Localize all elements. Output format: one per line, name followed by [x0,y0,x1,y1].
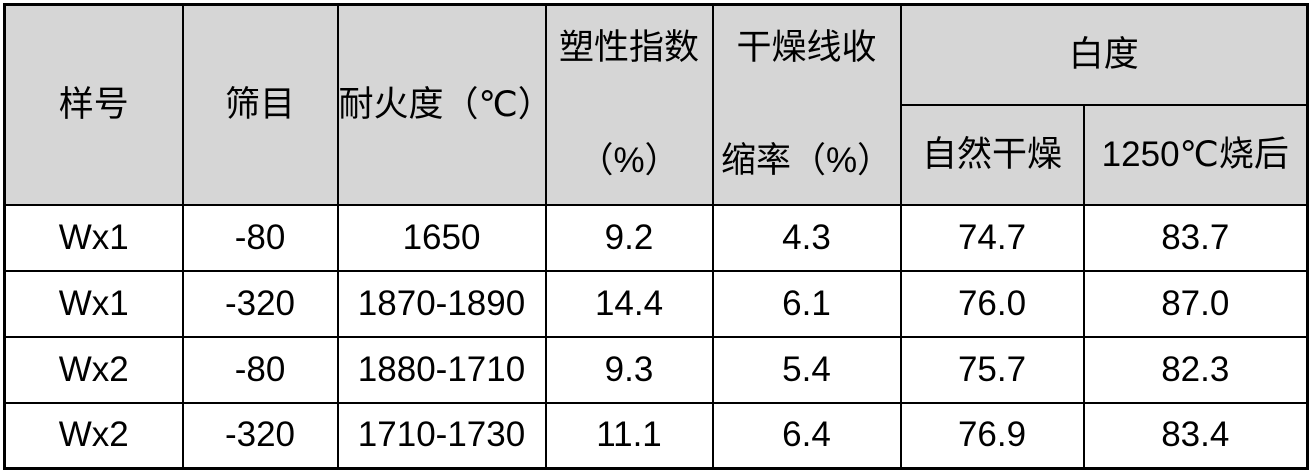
cell-whiteness-fired: 82.3 [1082,335,1309,404]
cell-whiteness-natural: 75.7 [899,335,1085,404]
cell-shrinkage: 6.4 [711,401,902,470]
shrinkage-header-line1: 干燥线收 [736,27,877,67]
cell-whiteness-fired: 83.7 [1082,203,1309,272]
table-row: Wx1 -80 1650 9.2 4.3 74.7 83.7 [3,203,1309,272]
plasticity-header-line1: 塑性指数 [558,27,699,67]
cell-mesh: -320 [181,269,339,338]
cell-whiteness-natural: 76.9 [899,401,1085,470]
cell-shrinkage: 6.1 [711,269,902,338]
plasticity-header-line2: （%） [578,141,680,181]
col-header-drying-shrinkage: 干燥线收 缩率（%） [711,3,902,206]
cell-mesh: -320 [181,401,339,470]
cell-whiteness-fired: 83.4 [1082,401,1309,470]
cell-shrinkage: 5.4 [711,335,902,404]
col-header-whiteness-natural-dry: 自然干燥 [899,103,1085,206]
cell-sample: Wx1 [3,203,184,272]
col-header-mesh: 筛目 [181,3,339,206]
cell-mesh: -80 [181,203,339,272]
cell-refractoriness: 1710-1730 [336,401,547,470]
cell-mesh: -80 [181,335,339,404]
cell-sample: Wx2 [3,335,184,404]
cell-sample: Wx1 [3,269,184,338]
cell-whiteness-natural: 76.0 [899,269,1085,338]
cell-plasticity: 9.2 [544,203,714,272]
table-row: Wx2 -320 1710-1730 11.1 6.4 76.9 83.4 [3,401,1309,470]
col-header-refractoriness: 耐火度（℃） [336,3,547,206]
col-header-sample: 样号 [3,3,184,206]
cell-whiteness-natural: 74.7 [899,203,1085,272]
shrinkage-header-lines: 干燥线收 缩率（%） [715,27,899,181]
col-header-whiteness-fired-1250: 1250℃烧后 [1082,103,1309,206]
col-header-plasticity-index: 塑性指数 （%） [544,3,714,206]
cell-plasticity: 11.1 [544,401,714,470]
material-properties-table: 样号 筛目 耐火度（℃） 塑性指数 （%） 干燥线收 缩率（%） 白度 [3,3,1309,470]
cell-refractoriness: 1880-1710 [336,335,547,404]
cell-refractoriness: 1650 [336,203,547,272]
cell-whiteness-fired: 87.0 [1082,269,1309,338]
table-row: Wx1 -320 1870-1890 14.4 6.1 76.0 87.0 [3,269,1309,338]
cell-plasticity: 14.4 [544,269,714,338]
plasticity-header-lines: 塑性指数 （%） [548,27,711,181]
cell-shrinkage: 4.3 [711,203,902,272]
cell-refractoriness: 1870-1890 [336,269,547,338]
cell-plasticity: 9.3 [544,335,714,404]
cell-sample: Wx2 [3,401,184,470]
table-row: Wx2 -80 1880-1710 9.3 5.4 75.7 82.3 [3,335,1309,404]
shrinkage-header-line2: 缩率（%） [720,141,893,181]
col-header-whiteness: 白度 [899,3,1309,106]
